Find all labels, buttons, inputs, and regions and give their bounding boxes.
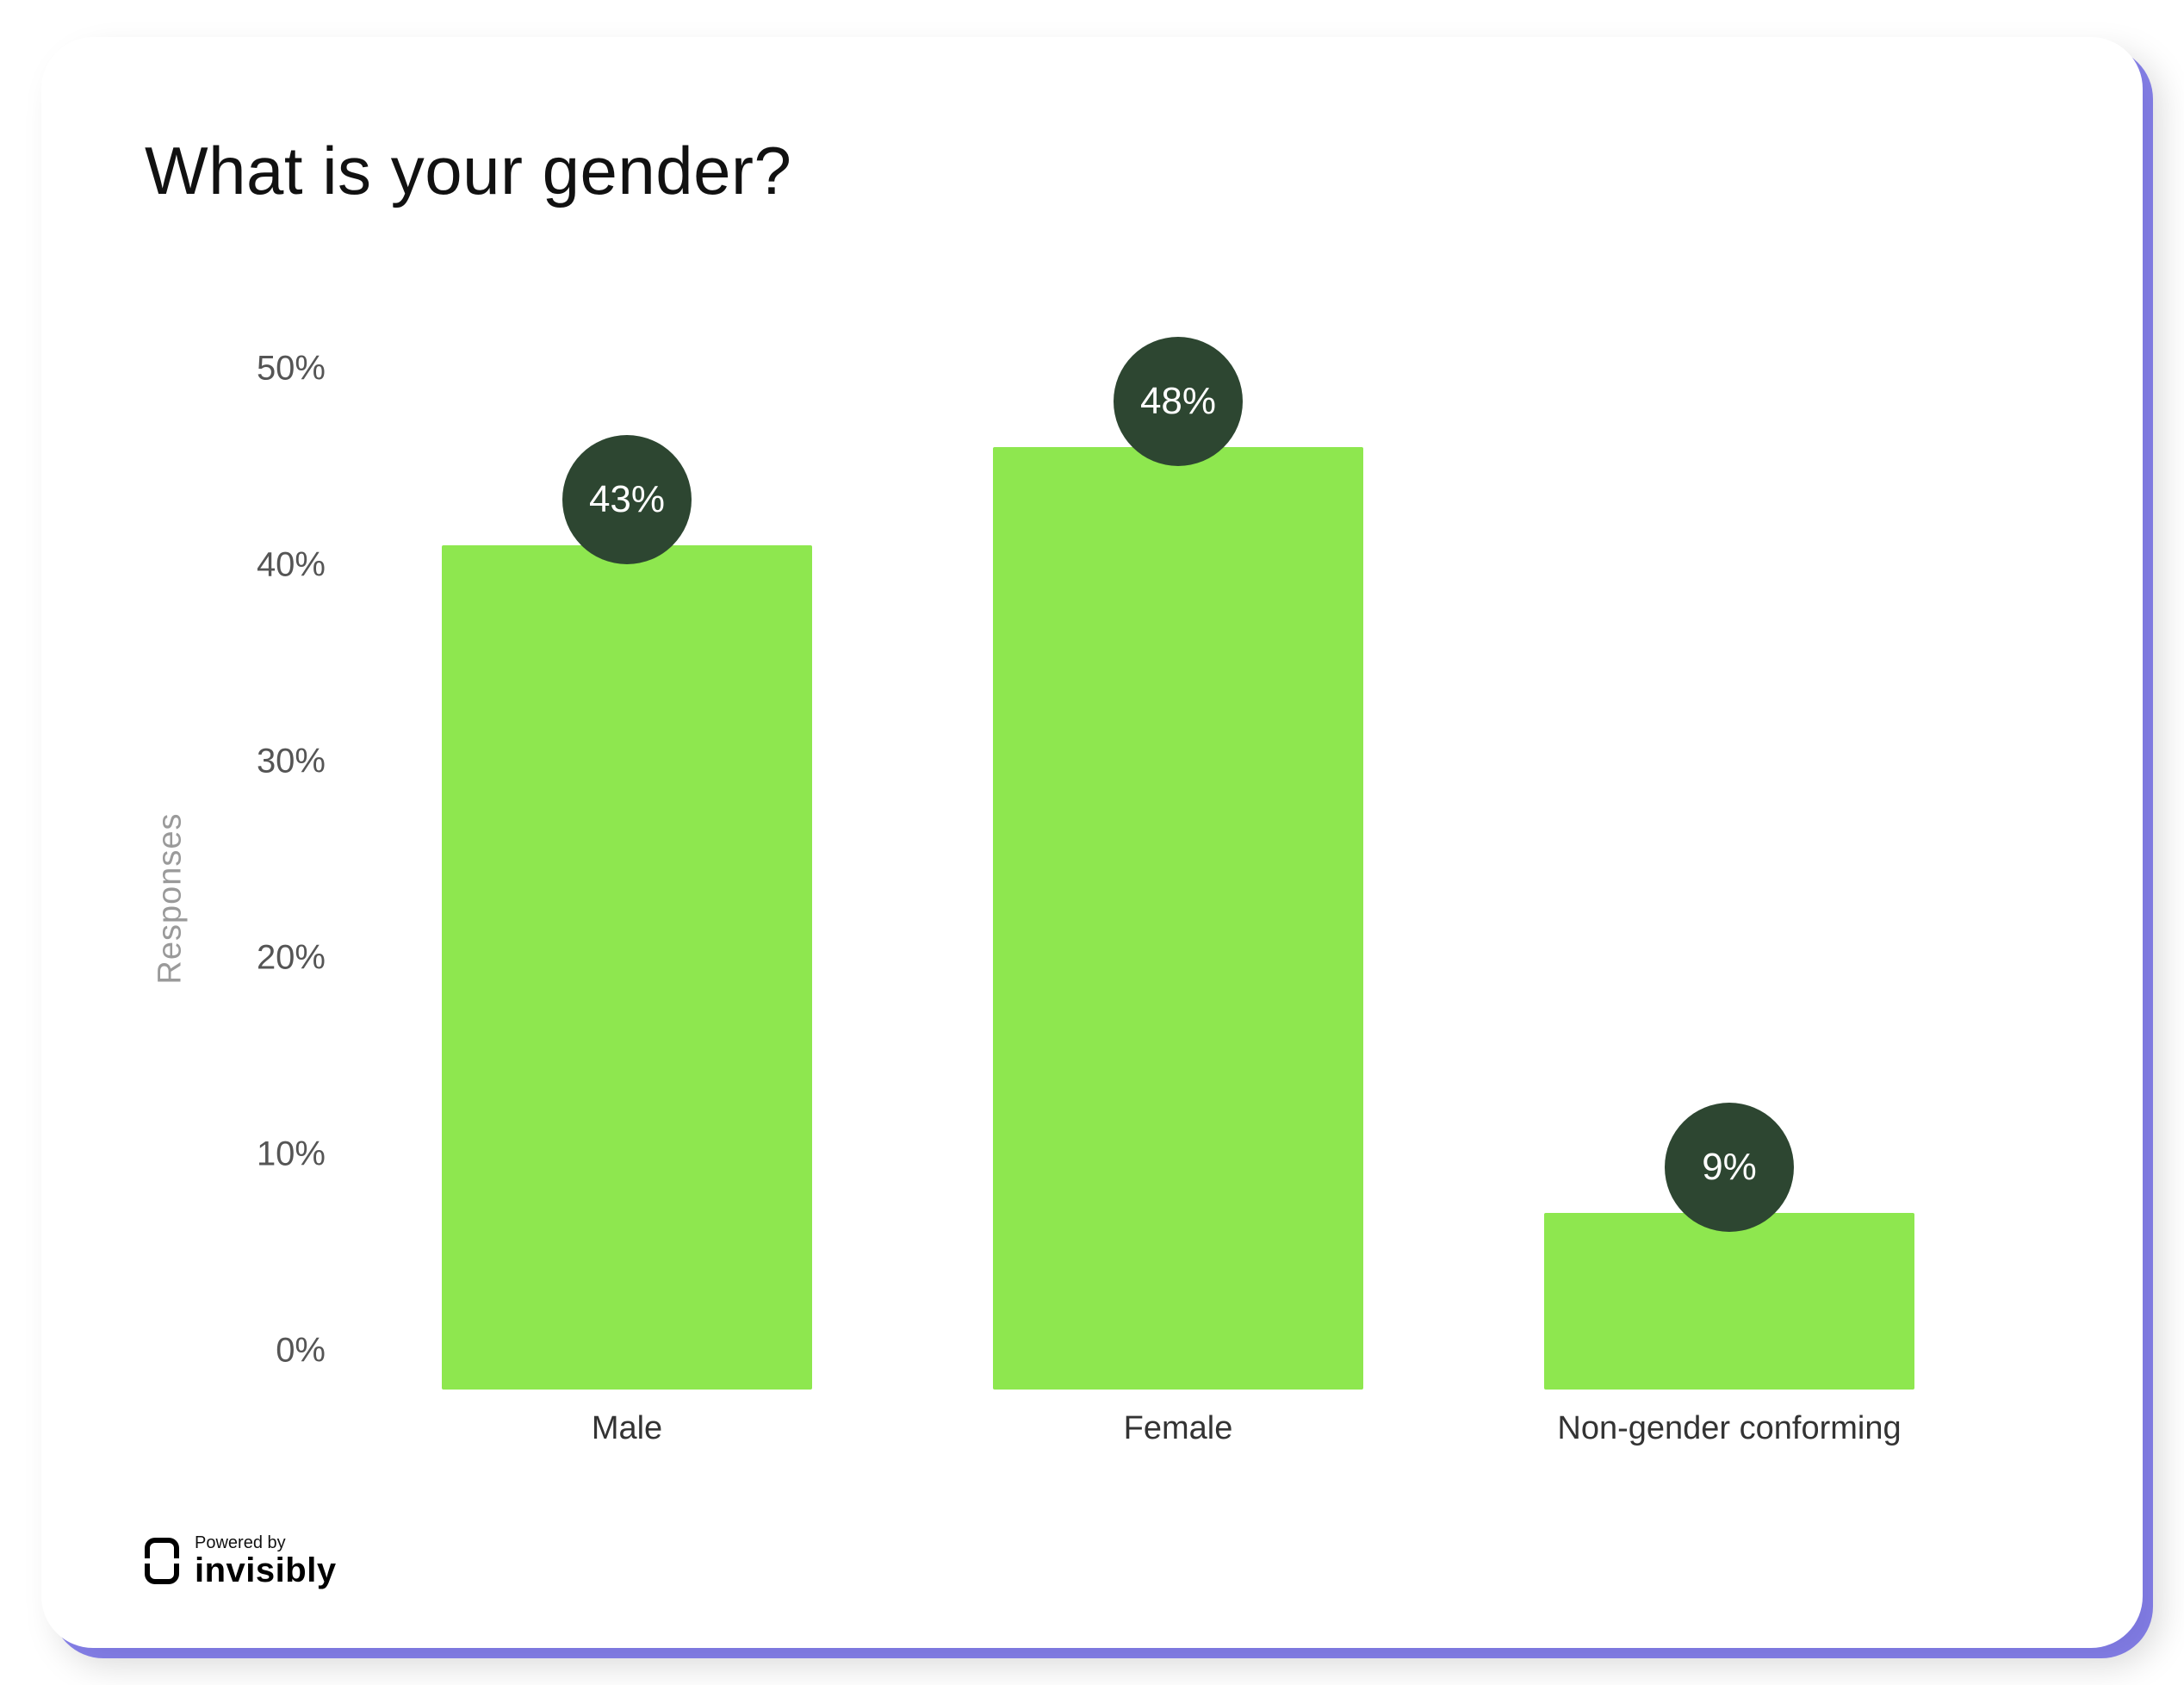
x-tick-label: Male	[592, 1410, 662, 1447]
chart-card: What is your gender? Responses 0%10%20%3…	[41, 37, 2143, 1648]
plot-area: 0%10%20%30%40%50%43%Male48%Female9%Non-g…	[351, 407, 2005, 1390]
brand-logo-icon	[145, 1538, 179, 1584]
y-tick: 30%	[257, 743, 326, 781]
bar	[442, 545, 812, 1390]
y-tick: 50%	[257, 350, 326, 389]
brand-powered-by: Powered by	[195, 1534, 337, 1551]
y-tick: 20%	[257, 939, 326, 978]
y-tick: 10%	[257, 1135, 326, 1174]
value-bubble: 9%	[1665, 1103, 1794, 1232]
y-tick: 0%	[276, 1332, 326, 1371]
y-tick: 40%	[257, 546, 326, 585]
bar	[1544, 1213, 1914, 1390]
x-tick-label: Non-gender conforming	[1557, 1410, 1901, 1447]
bar	[993, 447, 1363, 1390]
brand-name: invisibly	[195, 1553, 337, 1588]
y-axis-label: Responses	[152, 812, 189, 984]
value-bubble: 48%	[1114, 337, 1243, 466]
x-tick-label: Female	[1124, 1410, 1233, 1447]
chart-title: What is your gender?	[145, 132, 791, 210]
value-bubble: 43%	[562, 435, 692, 564]
branding: Powered by invisibly	[145, 1534, 337, 1588]
